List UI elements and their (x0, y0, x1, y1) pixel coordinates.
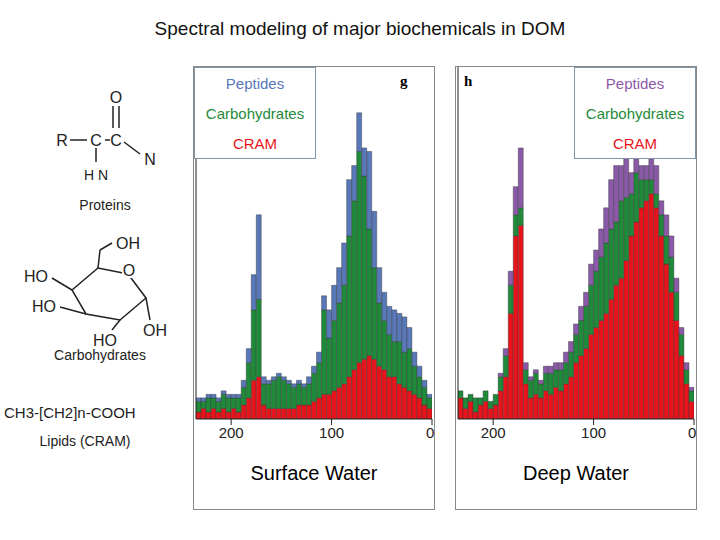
svg-text:100: 100 (581, 424, 606, 441)
svg-text:OH: OH (116, 235, 140, 252)
html-text:Peptides: Peptides (605, 74, 665, 92)
html-text:Spectral modeling of major bio: Spectral modeling of major biochemicals … (154, 18, 566, 39)
svg-text:Carbohydrates: Carbohydrates (54, 347, 146, 363)
svg-text:R: R (56, 132, 68, 149)
html-text:Deep Water: Deep Water (523, 462, 629, 484)
svg-text:Proteins: Proteins (79, 197, 130, 213)
html-text:h: h (464, 73, 473, 89)
svg-text:CH3-[CH2]n-COOH: CH3-[CH2]n-COOH (8, 404, 136, 421)
html-text:CRAM: CRAM (612, 134, 658, 152)
svg-text:Lipids (CRAM): Lipids (CRAM) (39, 433, 130, 449)
html-text:Carbohydrates: Carbohydrates (585, 104, 685, 122)
html-text:CRAM: CRAM (232, 134, 278, 152)
svg-text:100: 100 (319, 424, 344, 441)
svg-text:HO: HO (24, 268, 48, 285)
html-text:Surface Water: Surface Water (250, 462, 378, 484)
svg-text:HO: HO (32, 298, 56, 315)
svg-text:200: 200 (219, 424, 244, 441)
svg-text:200: 200 (481, 424, 506, 441)
html-text:Carbohydrates: Carbohydrates (205, 104, 305, 122)
svg-text:C: C (110, 132, 122, 149)
svg-text:H N: H N (84, 167, 108, 183)
svg-text:N: N (144, 151, 156, 168)
svg-text:C: C (90, 132, 102, 149)
svg-text:O: O (110, 89, 122, 106)
svg-text:0: 0 (688, 424, 696, 441)
html-text:Peptides: Peptides (225, 74, 285, 92)
html-text:g: g (400, 73, 408, 89)
svg-text:0: 0 (426, 424, 434, 441)
svg-text:O: O (123, 262, 135, 279)
svg-text:HO: HO (93, 332, 117, 349)
svg-text:OH: OH (143, 322, 167, 339)
